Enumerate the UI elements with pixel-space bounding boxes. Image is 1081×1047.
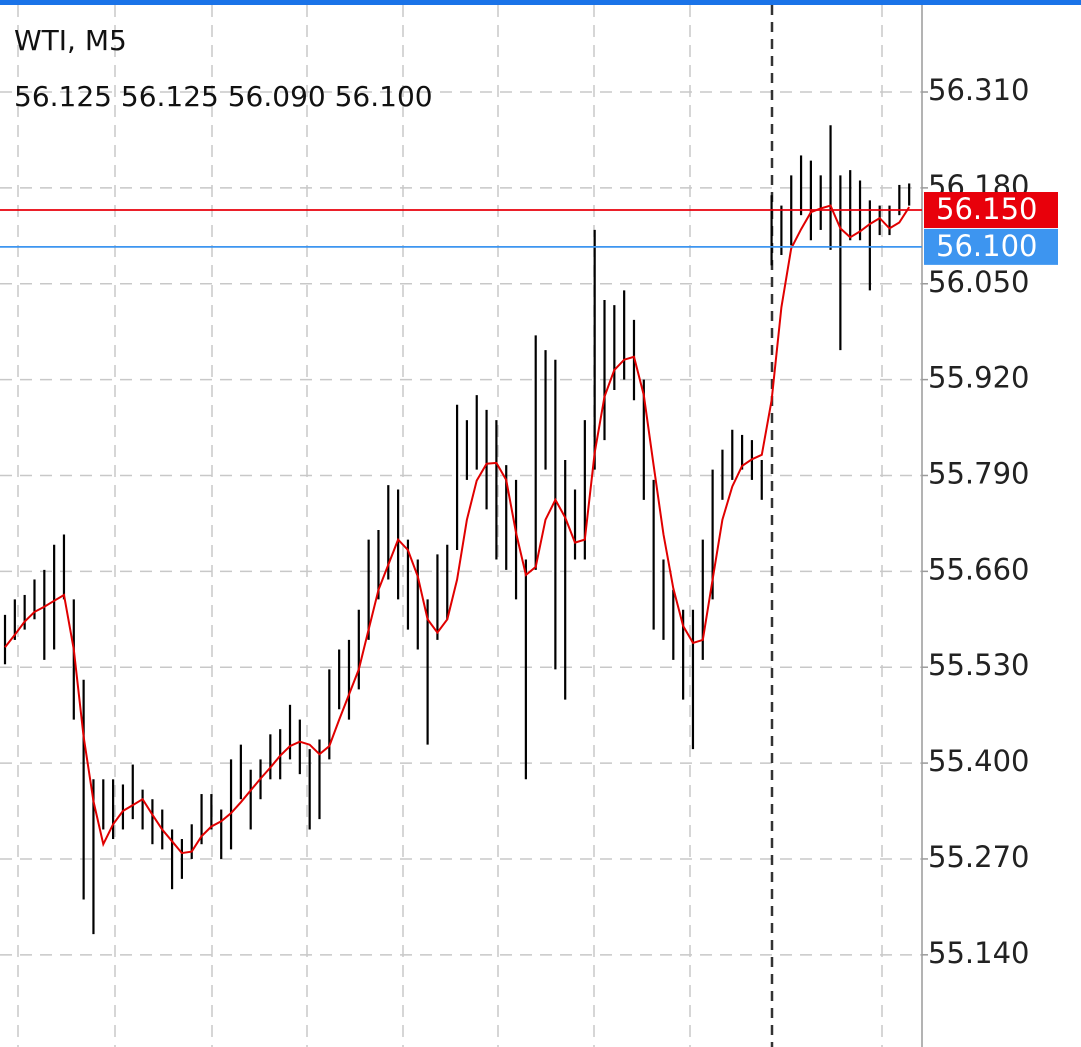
y-tick-label: 55.920 — [928, 361, 1029, 395]
bars — [3, 125, 911, 935]
chart-subtitle: 56.125 56.125 56.090 56.100 — [14, 80, 433, 113]
price-label: 56.150 — [936, 192, 1037, 226]
y-tick-label: 55.790 — [928, 456, 1029, 490]
price-label-box — [924, 228, 1058, 265]
y-tick-label: 55.400 — [928, 744, 1029, 778]
y-tick-label: 55.660 — [928, 552, 1029, 586]
top-bar — [0, 0, 1081, 5]
price-label: 56.100 — [936, 229, 1037, 263]
indicator-lines — [4, 204, 911, 855]
price-axis: 56.31056.18056.05055.92055.79055.66055.5… — [922, 73, 1029, 970]
y-tick-label: 55.530 — [928, 648, 1029, 682]
y-tick-label: 55.270 — [928, 840, 1029, 874]
y-tick-label: 56.050 — [928, 265, 1029, 299]
y-tick-label: 55.140 — [928, 936, 1029, 970]
price-label-box — [924, 192, 1058, 229]
horizontal-grid — [0, 91, 922, 956]
y-tick-label: 56.310 — [928, 73, 1029, 107]
moving-average-line — [4, 204, 911, 855]
vertical-grid — [17, 5, 883, 1047]
chart-title: WTI, M5 — [14, 24, 127, 57]
